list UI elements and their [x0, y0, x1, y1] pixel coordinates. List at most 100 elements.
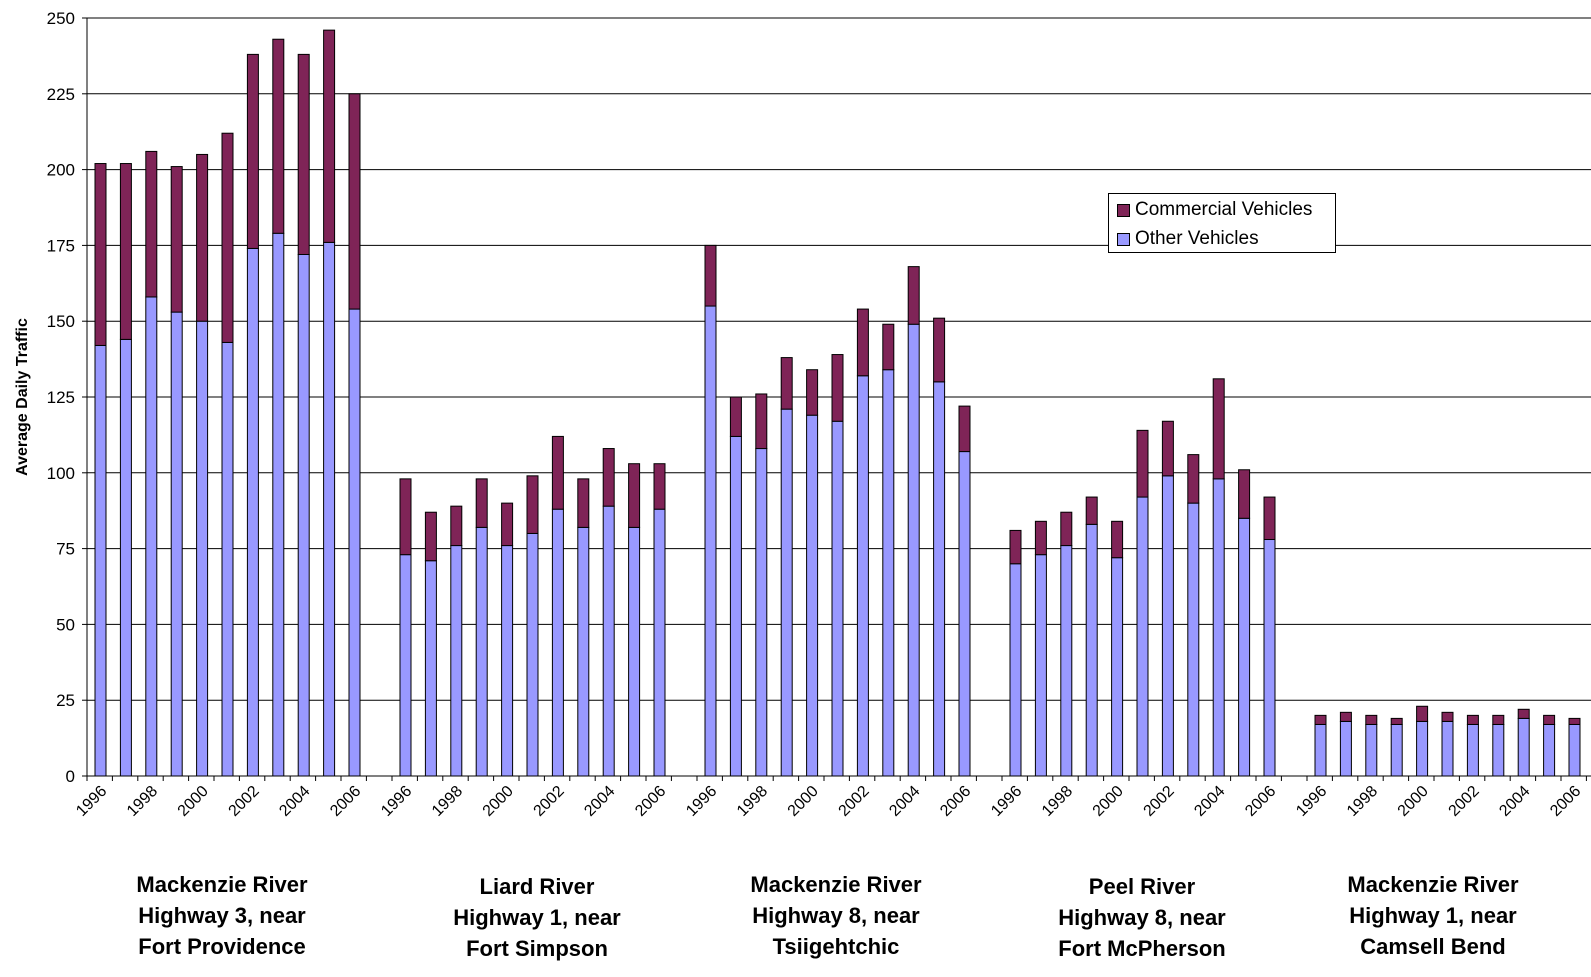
bar-other-vehicles — [501, 545, 514, 777]
y-tick-label: 225 — [47, 85, 75, 104]
group-label-line: Fort Simpson — [466, 936, 608, 961]
bar-other-vehicles — [602, 505, 615, 777]
x-tick-label: 2002 — [1141, 783, 1178, 820]
bar-other-vehicles — [1339, 720, 1352, 777]
bar-commercial-vehicles — [399, 478, 412, 556]
legend: Commercial Vehicles Other Vehicles — [1108, 193, 1336, 253]
bar-commercial-vehicles — [704, 244, 717, 307]
x-tick-label: 2000 — [1090, 783, 1127, 820]
bar-commercial-vehicles — [145, 150, 158, 298]
bar-commercial-vehicles — [907, 266, 920, 325]
bars — [94, 29, 1581, 777]
bar-other-vehicles — [577, 526, 590, 777]
bar-commercial-vehicles — [1492, 714, 1505, 725]
bar-commercial-vehicles — [729, 396, 742, 437]
y-tick-label: 0 — [66, 767, 75, 786]
y-tick-label: 75 — [56, 540, 75, 559]
bar-commercial-vehicles — [1212, 378, 1225, 480]
bar-commercial-vehicles — [806, 369, 819, 416]
bar-other-vehicles — [780, 408, 793, 777]
bar-other-vehicles — [755, 448, 768, 777]
x-tick-label: 2002 — [226, 783, 263, 820]
bar-commercial-vehicles — [323, 29, 336, 243]
bar-commercial-vehicles — [1111, 520, 1124, 559]
bar-other-vehicles — [933, 381, 946, 777]
x-tick-label: 2000 — [1395, 783, 1432, 820]
bar-other-vehicles — [475, 526, 488, 777]
x-tick-label: 2000 — [175, 783, 212, 820]
x-tick-label: 2006 — [937, 783, 974, 820]
group-label-line: Highway 8, near — [752, 903, 920, 928]
group-label: Peel River Highway 8, near Fort McPherson — [1012, 871, 1272, 964]
bar-commercial-vehicles — [1314, 714, 1327, 725]
bar-commercial-vehicles — [1441, 711, 1454, 722]
y-tick-label: 150 — [47, 312, 75, 331]
bar-commercial-vehicles — [1060, 511, 1073, 547]
bar-commercial-vehicles — [119, 163, 132, 340]
bar-commercial-vehicles — [1034, 520, 1047, 556]
bar-commercial-vehicles — [551, 435, 564, 510]
bar-other-vehicles — [1492, 723, 1505, 777]
y-tick-label: 125 — [47, 388, 75, 407]
bar-commercial-vehicles — [221, 132, 234, 343]
group-label-line: Tsiigehtchic — [772, 934, 900, 959]
bar-other-vehicles — [1263, 539, 1276, 777]
bar-commercial-vehicles — [94, 163, 107, 346]
bar-commercial-vehicles — [1263, 496, 1276, 541]
x-tick-label: 2002 — [836, 783, 873, 820]
x-tick-label: 1998 — [1039, 783, 1076, 820]
group-label: Liard River Highway 1, near Fort Simpson — [407, 871, 667, 964]
x-tick-label: 2006 — [632, 783, 669, 820]
bar-other-vehicles — [806, 414, 819, 777]
bar-commercial-vehicles — [348, 93, 361, 310]
bar-other-vehicles — [1238, 517, 1251, 777]
x-tick-label: 2004 — [886, 783, 923, 820]
bar-commercial-vehicles — [1517, 708, 1530, 719]
bar-other-vehicles — [424, 560, 437, 777]
bar-commercial-vehicles — [526, 475, 539, 534]
bar-commercial-vehicles — [882, 323, 895, 371]
bar-other-vehicles — [1111, 557, 1124, 777]
bar-other-vehicles — [1543, 723, 1556, 777]
group-label-line: Mackenzie River — [750, 872, 922, 897]
bar-commercial-vehicles — [755, 393, 768, 450]
bar-other-vehicles — [831, 420, 844, 777]
x-tick-label: 1998 — [429, 783, 466, 820]
bar-other-vehicles — [907, 323, 920, 777]
bar-other-vehicles — [628, 526, 641, 777]
y-tick-label: 175 — [47, 236, 75, 255]
y-tick-label: 200 — [47, 161, 75, 180]
x-tick-label: 1996 — [73, 783, 110, 820]
bar-other-vehicles — [1517, 717, 1530, 777]
bar-other-vehicles — [1365, 723, 1378, 777]
group-label-line: Peel River — [1088, 874, 1196, 899]
bar-commercial-vehicles — [1187, 454, 1200, 504]
bar-commercial-vehicles — [475, 478, 488, 528]
bar-other-vehicles — [1466, 723, 1479, 777]
bar-commercial-vehicles — [1416, 705, 1429, 722]
group-label-line: Mackenzie River — [1347, 872, 1519, 897]
x-tick-label: 2004 — [1496, 783, 1533, 820]
bar-other-vehicles — [1416, 720, 1429, 777]
bar-commercial-vehicles — [628, 463, 641, 528]
bar-commercial-vehicles — [577, 478, 590, 528]
bar-other-vehicles — [221, 341, 234, 777]
bar-commercial-vehicles — [1466, 714, 1479, 725]
bar-other-vehicles — [729, 435, 742, 777]
bar-other-vehicles — [882, 369, 895, 777]
x-tick-label: 1998 — [734, 783, 771, 820]
x-tick-label: 2004 — [276, 783, 313, 820]
legend-item-other: Other Vehicles — [1117, 227, 1259, 251]
bar-other-vehicles — [348, 308, 361, 777]
y-axis-ticks: 0 25 50 75 100 125 150 175 200 225 250 — [47, 9, 87, 786]
bar-other-vehicles — [1441, 720, 1454, 777]
legend-label-other: Other Vehicles — [1135, 228, 1259, 249]
legend-swatch-commercial — [1117, 203, 1130, 217]
x-tick-label: 1996 — [683, 783, 720, 820]
x-tick-label: 1998 — [1344, 783, 1381, 820]
group-label-line: Highway 8, near — [1058, 905, 1226, 930]
group-label-line: Fort Providence — [138, 934, 306, 959]
bar-commercial-vehicles — [780, 357, 793, 410]
bar-other-vehicles — [856, 375, 869, 777]
